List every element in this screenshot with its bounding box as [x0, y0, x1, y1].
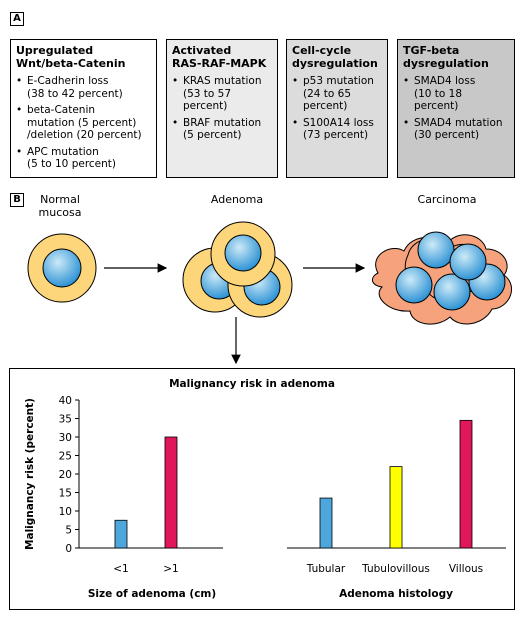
x-axis-title: Adenoma histology: [339, 588, 453, 600]
alteration-text: (53 to 57: [183, 87, 232, 100]
y-tick-label: 15: [59, 488, 72, 500]
bar-size-1: [164, 436, 178, 549]
alteration-text: BRAF mutation: [183, 116, 262, 129]
alteration-list: E-Cadherin loss(38 to 42 percent) beta-Ca…: [16, 75, 151, 171]
alteration-item: E-Cadherin loss(38 to 42 percent): [16, 75, 151, 100]
alteration-text: percent): [414, 100, 459, 112]
alteration-text: percent): [303, 100, 348, 112]
x-tick-label: Tubulovillous: [361, 563, 430, 575]
charts-frame: Malignancy risk in adenoma 0 5 10 15 20 25 30 35…: [9, 368, 515, 610]
alteration-text: APC mutation: [27, 145, 99, 158]
alteration-text: S100A14 loss: [303, 116, 374, 129]
bar-histology-0: [319, 497, 333, 549]
panel-b-label: B: [10, 193, 24, 207]
y-tick-label: 10: [59, 506, 72, 518]
stage-label-normal-line1: Normal: [40, 193, 80, 206]
pathway-title: TGF-beta dysregulation: [403, 44, 509, 70]
alteration-text: SMAD4 loss: [414, 75, 476, 87]
y-tick-label: 35: [59, 414, 72, 426]
pathway-title-line1: Upregulated: [16, 44, 94, 57]
x-tick-label: >1: [163, 563, 178, 575]
alteration-text: mutation (5 percent): [27, 116, 137, 129]
x-axis-title: Size of adenoma (cm): [88, 588, 216, 600]
alteration-text: beta-Catenin: [27, 104, 96, 116]
stage-label-adenoma: Adenoma: [210, 193, 264, 206]
y-tick-label: 40: [59, 395, 72, 407]
alteration-text: p53 mutation: [303, 75, 374, 87]
y-axis-title: Malignancy risk (percent): [24, 398, 36, 550]
alteration-text: (5 percent): [183, 129, 242, 141]
y-tick-label: 5: [65, 525, 72, 537]
alteration-item: SMAD4 mutation(30 percent): [403, 117, 509, 142]
pathway-title: Activated RAS-RAF-MAPK: [172, 44, 272, 70]
pathway-title: Upregulated Wnt/beta-Catenin: [16, 44, 151, 70]
pathway-title: Cell-cycle dysregulation: [292, 44, 382, 70]
alteration-item: APC mutation(5 to 10 percent): [16, 146, 151, 171]
normal-cell: [27, 233, 97, 303]
alteration-text: (30 percent): [414, 129, 480, 141]
alteration-text: KRAS mutation: [183, 75, 262, 87]
progression-diagram: [27, 221, 512, 365]
x-tick-label: Tubular: [306, 563, 346, 575]
panel-a-label: A: [10, 12, 24, 26]
bar-histology-2: [459, 419, 473, 549]
y-tick-label: 30: [59, 432, 72, 444]
alteration-text: (38 to 42 percent): [27, 87, 123, 100]
alteration-text: percent): [183, 100, 228, 112]
pathway-title-line2: dysregulation: [403, 57, 489, 70]
pathway-title-line2: Wnt/beta-Catenin: [16, 57, 126, 70]
alteration-item: BRAF mutation(5 percent): [172, 117, 272, 142]
stage-label-carcinoma: Carcinoma: [417, 193, 477, 206]
alteration-item: S100A14 loss(73 percent): [292, 117, 382, 142]
stage-label-normal-line2: mucosa: [38, 206, 82, 219]
bar-size-0: [114, 519, 128, 549]
y-tick-label: 20: [59, 469, 72, 481]
alteration-text: /deletion (20 percent): [27, 129, 142, 141]
alteration-text: (5 to 10 percent): [27, 158, 117, 170]
y-tick-label: 0: [65, 543, 72, 555]
alteration-text: SMAD4 mutation: [414, 116, 503, 129]
adenoma-cluster: [182, 221, 293, 318]
alteration-text: (73 percent): [303, 129, 369, 141]
pathway-title-line2: dysregulation: [292, 57, 378, 70]
y-tick-label: 25: [59, 451, 72, 463]
pathway-title-line2: RAS-RAF-MAPK: [172, 57, 267, 70]
stage-label-normal: Normal mucosa: [30, 193, 90, 219]
alteration-text: (24 to 65: [303, 87, 352, 100]
pathway-title-line1: TGF-beta: [403, 44, 460, 57]
pathway-title-line1: Activated: [172, 44, 232, 57]
bar-histology-1: [389, 466, 403, 549]
x-tick-label: Villous: [449, 563, 483, 575]
x-tick-label: <1: [113, 563, 128, 575]
malignancy-risk-charts: Malignancy risk in adenoma 0 5 10 15 20 25 30 35…: [24, 378, 506, 600]
alteration-text: (10 to 18: [414, 87, 463, 100]
chart-section-title: Malignancy risk in adenoma: [169, 378, 335, 390]
carcinoma-cluster: [372, 231, 512, 325]
alteration-text: E-Cadherin loss: [27, 75, 109, 87]
pathway-title-line1: Cell-cycle: [292, 44, 352, 57]
